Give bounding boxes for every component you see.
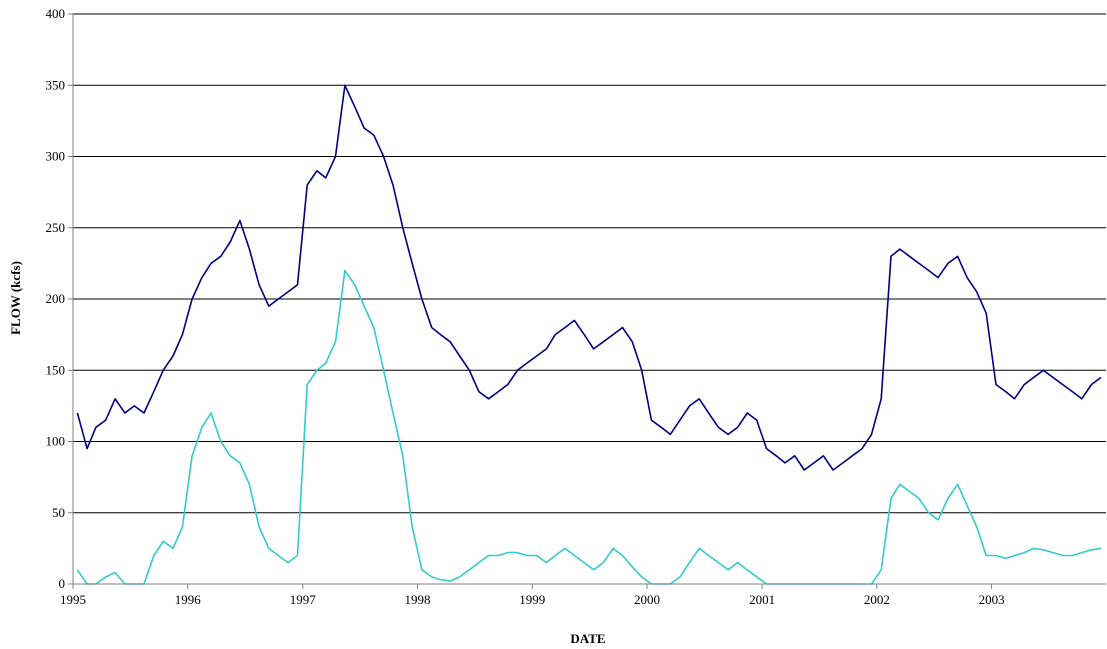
x-tick-label: 1995 <box>60 592 86 607</box>
x-tick-label: 2000 <box>634 592 660 607</box>
y-tick-label: 50 <box>52 505 65 520</box>
y-axis-title: FLOW (kcfs) <box>8 261 23 335</box>
series-line-2 <box>76 269 1102 585</box>
x-tick-label: 1996 <box>175 592 202 607</box>
y-tick-labels: 0 50 100 150 200 250 300 350 400 <box>46 6 66 591</box>
x-tick-label: 2003 <box>979 592 1005 607</box>
y-tick-label: 100 <box>46 434 66 449</box>
axes <box>72 14 1106 585</box>
y-tick-label: 250 <box>46 220 66 235</box>
y-tick-label: 350 <box>46 77 66 92</box>
y-tick-label: 400 <box>46 6 66 21</box>
y-tick-label: 150 <box>46 362 66 377</box>
x-tick-label: 2002 <box>864 592 890 607</box>
series-line-1 <box>76 84 1102 471</box>
x-tick-label: 2001 <box>749 592 775 607</box>
y-tick-label: 0 <box>59 576 66 591</box>
x-tick-label: 1998 <box>405 592 431 607</box>
y-tick-label: 300 <box>46 149 66 164</box>
x-tick-labels: 1995 1996 1997 1998 1999 2000 2001 2002 2003 <box>60 592 1005 607</box>
x-axis-title: DATE <box>570 631 605 646</box>
gridlines <box>68 13 1106 589</box>
x-tick-label: 1999 <box>519 592 545 607</box>
y-tick-label: 200 <box>46 291 66 306</box>
x-tick-label: 1997 <box>290 592 317 607</box>
series-layer <box>76 84 1102 585</box>
